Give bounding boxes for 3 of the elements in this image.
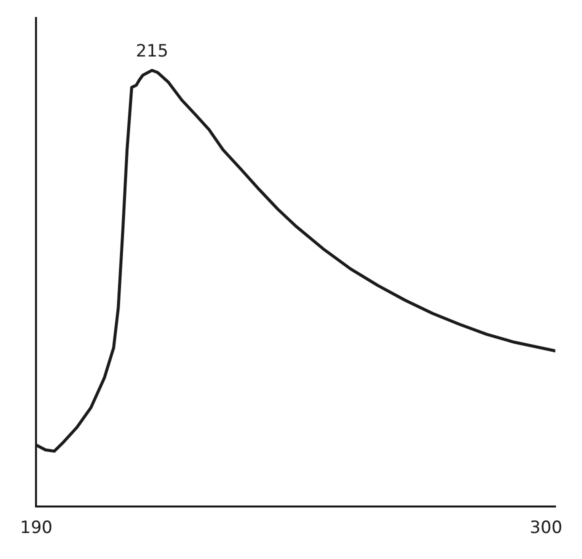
x-tick-label: 190 [20,518,52,538]
x-tick-label: 300 [530,518,562,538]
annotation: 215 [136,41,168,62]
